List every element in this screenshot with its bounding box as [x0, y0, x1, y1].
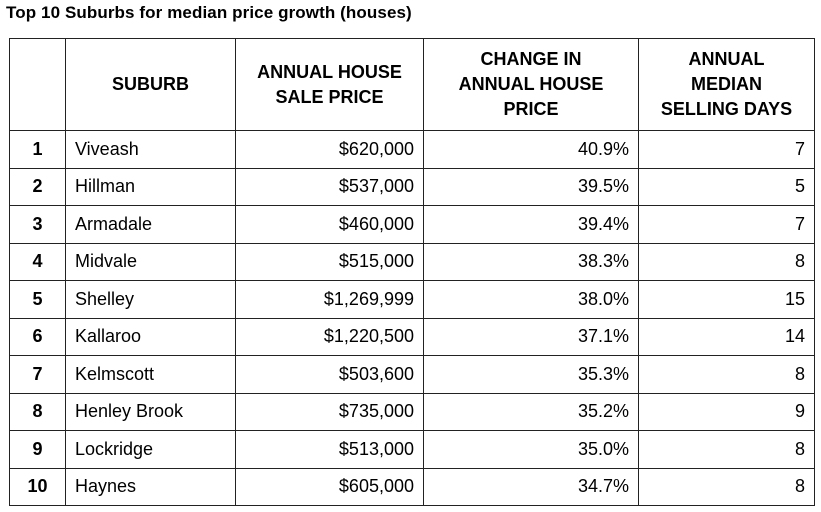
table-row: 2 Hillman $537,000 39.5% 5	[9, 167, 815, 206]
header-sale-price-line: SALE PRICE	[275, 86, 384, 107]
rank-cell: 8	[9, 392, 66, 431]
table-row: 8 Henley Brook $735,000 35.2% 9	[9, 392, 815, 431]
header-selling-days-line: MEDIAN	[691, 74, 762, 94]
price-change-cell: 38.3%	[423, 242, 639, 281]
selling-days-cell: 7	[638, 130, 815, 169]
header-price-change-line: PRICE	[503, 99, 559, 119]
table-row: 4 Midvale $515,000 38.3% 8	[9, 242, 815, 281]
price-change-cell: 35.2%	[423, 392, 639, 431]
header-price-change-line: CHANGE IN	[480, 49, 582, 69]
rank-cell: 5	[9, 280, 66, 319]
table-row: 7 Kelmscott $503,600 35.3% 8	[9, 355, 815, 394]
table-header-row: SUBURB ANNUAL HOUSE SALE PRICE CHANGE IN…	[9, 38, 815, 131]
suburb-cell: Kelmscott	[65, 355, 236, 394]
sale-price-cell: $515,000	[235, 242, 424, 281]
header-rank	[9, 38, 66, 131]
suburb-cell: Hillman	[65, 167, 236, 206]
price-change-cell: 35.3%	[423, 355, 639, 394]
sale-price-cell: $735,000	[235, 392, 424, 431]
selling-days-cell: 7	[638, 205, 815, 244]
rank-cell: 2	[9, 167, 66, 206]
rank-cell: 6	[9, 317, 66, 356]
suburb-cell: Henley Brook	[65, 392, 236, 431]
price-change-cell: 39.5%	[423, 167, 639, 206]
sale-price-cell: $620,000	[235, 130, 424, 169]
suburb-cell: Viveash	[65, 130, 236, 169]
suburb-cell: Shelley	[65, 280, 236, 319]
header-selling-days: ANNUAL MEDIAN SELLING DAYS	[638, 38, 815, 131]
rank-cell: 10	[9, 467, 66, 506]
rank-cell: 4	[9, 242, 66, 281]
suburb-cell: Lockridge	[65, 430, 236, 469]
header-selling-days-line: SELLING DAYS	[660, 99, 793, 119]
sale-price-cell: $605,000	[235, 467, 424, 506]
sale-price-cell: $537,000	[235, 167, 424, 206]
selling-days-cell: 9	[638, 392, 815, 431]
sale-price-cell: $503,600	[235, 355, 424, 394]
price-change-cell: 38.0%	[423, 280, 639, 319]
suburb-cell: Midvale	[65, 242, 236, 281]
price-change-cell: 35.0%	[423, 430, 639, 469]
selling-days-cell: 5	[638, 167, 815, 206]
header-selling-days-line: ANNUAL	[688, 49, 765, 69]
page-title: Top 10 Suburbs for median price growth (…	[6, 3, 412, 22]
suburb-cell: Kallaroo	[65, 317, 236, 356]
suburb-cell: Haynes	[65, 467, 236, 506]
selling-days-cell: 8	[638, 467, 815, 506]
rank-cell: 3	[9, 205, 66, 244]
header-price-change-line: ANNUAL HOUSE	[458, 74, 604, 94]
table-row: 6 Kallaroo $1,220,500 37.1% 14	[9, 317, 815, 356]
table-row: 9 Lockridge $513,000 35.0% 8	[9, 430, 815, 469]
rank-cell: 9	[9, 430, 66, 469]
selling-days-cell: 8	[638, 355, 815, 394]
sale-price-cell: $513,000	[235, 430, 424, 469]
selling-days-cell: 8	[638, 242, 815, 281]
selling-days-cell: 8	[638, 430, 815, 469]
sale-price-cell: $1,269,999	[235, 280, 424, 319]
rank-cell: 7	[9, 355, 66, 394]
table-row: 10 Haynes $605,000 34.7% 8	[9, 467, 815, 506]
sale-price-cell: $460,000	[235, 205, 424, 244]
price-change-cell: 37.1%	[423, 317, 639, 356]
header-sale-price-line: ANNUAL HOUSE	[257, 61, 402, 82]
header-suburb-line: SUBURB	[111, 74, 189, 94]
header-sale-price: ANNUAL HOUSE SALE PRICE	[235, 38, 424, 131]
table-row: 3 Armadale $460,000 39.4% 7	[9, 205, 815, 244]
header-price-change: CHANGE IN ANNUAL HOUSE PRICE	[423, 38, 639, 131]
price-change-cell: 40.9%	[423, 130, 639, 169]
table-row: 5 Shelley $1,269,999 38.0% 15	[9, 280, 815, 319]
header-suburb: SUBURB	[65, 38, 236, 131]
rank-cell: 1	[9, 130, 66, 169]
price-change-cell: 39.4%	[423, 205, 639, 244]
suburbs-table: SUBURB ANNUAL HOUSE SALE PRICE CHANGE IN…	[9, 38, 815, 506]
suburb-cell: Armadale	[65, 205, 236, 244]
price-change-cell: 34.7%	[423, 467, 639, 506]
selling-days-cell: 14	[638, 317, 815, 356]
selling-days-cell: 15	[638, 280, 815, 319]
sale-price-cell: $1,220,500	[235, 317, 424, 356]
table-row: 1 Viveash $620,000 40.9% 7	[9, 130, 815, 169]
